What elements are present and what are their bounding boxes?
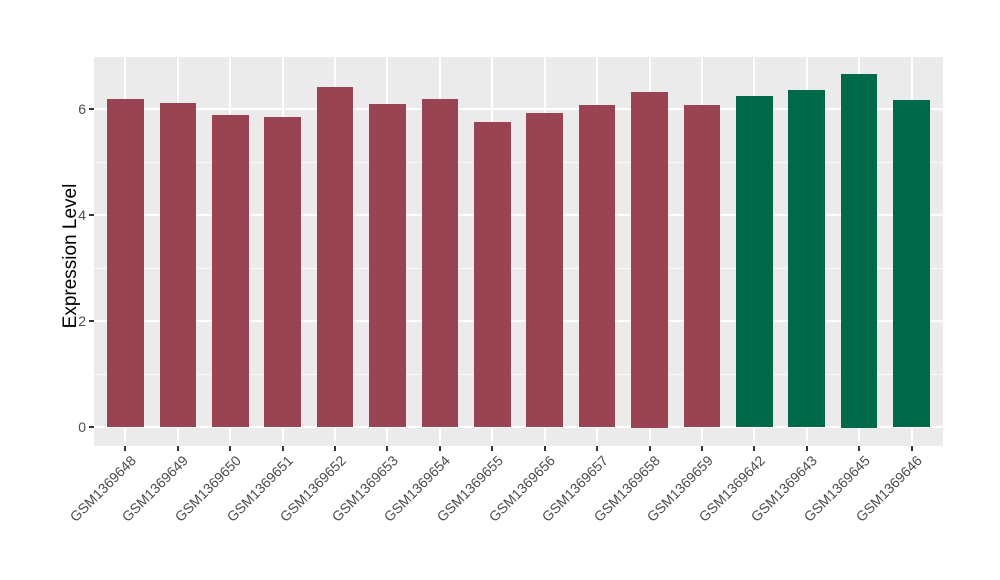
bar [421, 98, 459, 428]
y-tick-label: 2 [78, 313, 86, 330]
x-tick-mark [176, 446, 179, 451]
bar [893, 99, 930, 428]
y-tick-label: 6 [78, 101, 86, 118]
y-axis-title: Expression Level [60, 183, 81, 329]
bar [159, 103, 197, 428]
gridline-major-horizontal [94, 214, 943, 217]
bar [211, 115, 249, 428]
plot-panel [94, 57, 943, 446]
x-tick-mark [910, 446, 913, 451]
bar [578, 105, 616, 428]
gridline-minor-horizontal [94, 267, 943, 269]
bar [683, 105, 721, 428]
x-tick-mark [491, 446, 494, 451]
bar [840, 74, 878, 428]
x-tick-mark [858, 446, 861, 451]
x-tick-mark [281, 446, 284, 451]
gridline-major-horizontal [94, 426, 943, 429]
bar [369, 103, 406, 428]
bar [788, 90, 826, 428]
y-tick-label: 0 [78, 419, 86, 436]
x-tick-mark [438, 446, 441, 451]
gridline-major-horizontal [94, 320, 943, 323]
x-tick-mark [700, 446, 703, 451]
bar [736, 96, 773, 428]
x-tick-mark [648, 446, 651, 451]
bar [631, 92, 668, 428]
x-tick-mark [805, 446, 808, 451]
x-tick-mark [124, 446, 127, 451]
x-tick-mark [334, 446, 337, 451]
bar [526, 113, 564, 428]
x-tick-mark [753, 446, 756, 451]
x-tick-mark [229, 446, 232, 451]
gridline-major-horizontal [94, 108, 943, 111]
bar [107, 98, 144, 428]
y-tick-mark [89, 320, 94, 323]
y-tick-mark [89, 108, 94, 111]
bar [474, 122, 511, 428]
bar [264, 117, 301, 428]
gridline-minor-horizontal [94, 373, 943, 375]
bar [316, 87, 354, 428]
y-tick-mark [89, 214, 94, 217]
y-tick-mark [89, 426, 94, 429]
gridline-minor-horizontal [94, 161, 943, 163]
y-tick-label: 4 [78, 207, 86, 224]
x-tick-mark [596, 446, 599, 451]
x-tick-mark [386, 446, 389, 451]
x-tick-mark [543, 446, 546, 451]
